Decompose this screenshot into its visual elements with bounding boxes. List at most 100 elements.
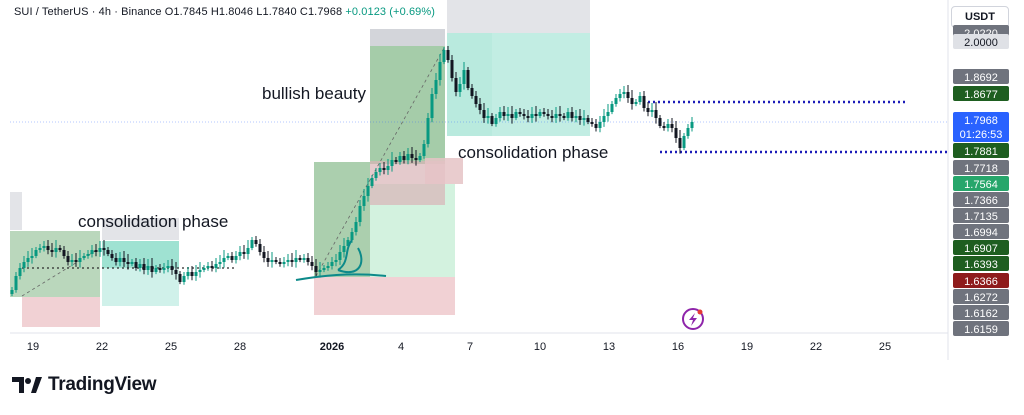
open-value: O1.7845 xyxy=(164,6,208,18)
candle xyxy=(442,47,446,65)
candle xyxy=(386,159,390,175)
candle xyxy=(490,113,494,127)
candle xyxy=(218,255,222,269)
change-value: +0.0123 (+0.69%) xyxy=(345,6,436,18)
candle xyxy=(262,246,266,263)
candle xyxy=(102,240,106,256)
candle xyxy=(58,245,62,253)
candle xyxy=(478,98,482,115)
candle xyxy=(206,262,210,271)
candle xyxy=(194,265,198,281)
candle xyxy=(230,252,234,263)
candle xyxy=(174,262,178,280)
x-tick-label: 22 xyxy=(96,341,108,353)
price-label: 1.6994 xyxy=(953,224,1009,239)
candle xyxy=(570,107,574,122)
annotation-consolidation-right: consolidation phase xyxy=(458,143,608,162)
x-tick-label: 13 xyxy=(603,341,615,353)
candle xyxy=(154,265,158,275)
candle xyxy=(530,107,534,123)
candle xyxy=(518,108,522,117)
candle xyxy=(134,258,138,271)
tradingview-logo[interactable]: TradingView xyxy=(12,374,157,396)
candle xyxy=(274,257,278,265)
candle xyxy=(22,256,26,273)
grey-zone-small xyxy=(425,158,463,184)
candle xyxy=(334,254,338,267)
price-label-text: 1.6366 xyxy=(964,276,998,288)
candle xyxy=(422,140,426,159)
candle xyxy=(402,151,406,164)
price-label-text: 1.8677 xyxy=(964,89,998,101)
candle xyxy=(630,90,634,110)
candle xyxy=(26,251,30,267)
candle xyxy=(130,259,134,267)
hand-drawn-mark xyxy=(295,239,387,281)
candle xyxy=(78,250,82,268)
candle xyxy=(94,244,98,257)
candle xyxy=(618,89,622,102)
candle xyxy=(114,253,118,266)
candle xyxy=(246,240,250,260)
price-label-text: 2.0000 xyxy=(964,37,998,49)
price-label: 1.7366 xyxy=(953,192,1009,207)
price-label: 1.6159 xyxy=(953,321,1009,336)
candle xyxy=(210,261,214,272)
candle xyxy=(546,109,550,120)
x-tick-label: 2026 xyxy=(320,341,344,353)
symbol-label[interactable]: SUI / TetherUS · 4h · Binance xyxy=(14,6,162,18)
candle xyxy=(142,258,146,275)
price-label-text: 1.6994 xyxy=(964,227,998,239)
candle xyxy=(494,114,498,127)
candle xyxy=(294,250,298,268)
red-zone-breakout xyxy=(314,277,455,315)
countdown-text: 01:26:53 xyxy=(960,129,1003,141)
candle xyxy=(50,243,54,257)
candle xyxy=(14,272,18,293)
candle xyxy=(178,271,182,285)
candle xyxy=(582,110,586,126)
candle xyxy=(354,217,358,236)
candle xyxy=(30,248,34,264)
candle xyxy=(62,246,66,259)
candle xyxy=(318,262,322,278)
candle xyxy=(586,115,590,125)
candle xyxy=(606,104,610,122)
annotation-consolidation-left: consolidation phase xyxy=(78,212,228,231)
candle xyxy=(362,189,366,211)
candle xyxy=(118,252,122,267)
candle xyxy=(70,254,74,267)
tradingview-brand: TradingView xyxy=(48,374,157,395)
candle xyxy=(550,110,554,123)
candles-group xyxy=(10,46,694,297)
candle xyxy=(222,250,226,268)
candle xyxy=(482,103,486,123)
candle xyxy=(42,241,46,252)
candle xyxy=(358,200,362,227)
grey-zone-left-2 xyxy=(102,218,179,240)
price-label-text: 1.7366 xyxy=(964,195,998,207)
price-label-text: 1.7135 xyxy=(964,211,998,223)
candle xyxy=(330,257,334,270)
price-label-text: 1.8692 xyxy=(964,72,998,84)
candle xyxy=(398,152,402,165)
candle xyxy=(298,255,302,263)
candle xyxy=(690,117,694,132)
grey-zone-left xyxy=(10,192,22,230)
candle xyxy=(110,250,114,261)
candle xyxy=(226,253,230,261)
candle xyxy=(302,254,306,263)
candle xyxy=(458,77,462,97)
candle xyxy=(426,113,430,148)
candle xyxy=(270,252,274,268)
flash-icon[interactable] xyxy=(682,308,704,330)
candle xyxy=(510,106,514,124)
candle xyxy=(682,133,686,151)
candle xyxy=(626,85,630,103)
price-label: 1.7564 xyxy=(953,176,1009,191)
candle xyxy=(122,251,126,267)
mint-zone-left xyxy=(102,268,179,306)
candle xyxy=(370,175,374,189)
candle xyxy=(638,92,642,105)
